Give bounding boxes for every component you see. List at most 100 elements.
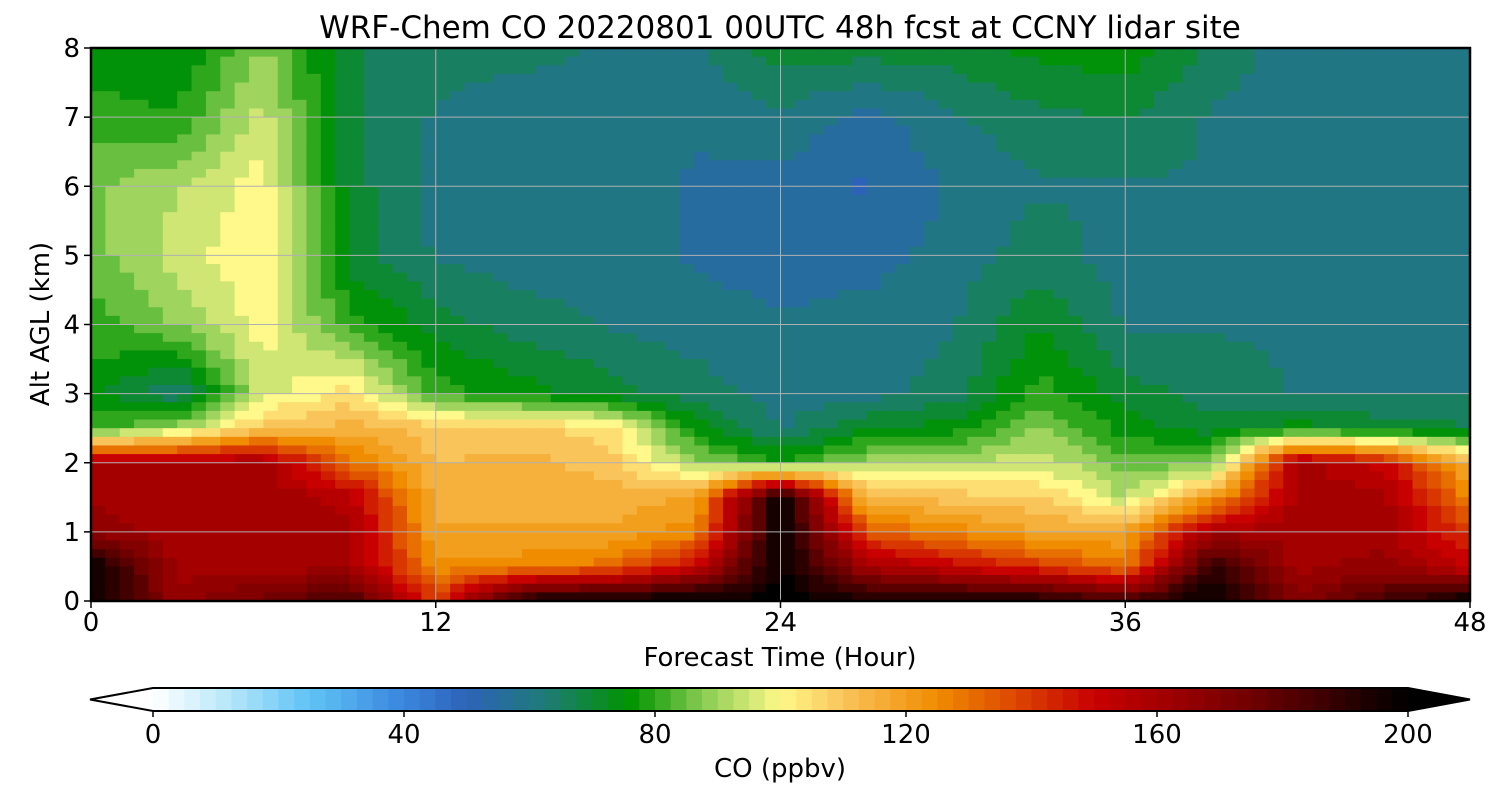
- field-cell: [694, 402, 710, 412]
- field-cell: [1024, 289, 1040, 300]
- field-cell: [1326, 359, 1342, 369]
- field-cell: [1039, 229, 1055, 239]
- field-cell: [1240, 384, 1256, 395]
- field-cell: [636, 246, 652, 256]
- field-cell: [1369, 229, 1385, 239]
- field-cell: [335, 56, 351, 66]
- field-cell: [91, 151, 106, 161]
- field-cell: [1082, 281, 1098, 291]
- field-cell: [277, 125, 293, 136]
- field-cell: [292, 384, 308, 395]
- field-cell: [694, 194, 710, 205]
- field-cell: [450, 315, 466, 326]
- field-cell: [1340, 125, 1356, 136]
- field-cell: [967, 324, 983, 334]
- field-cell: [1211, 117, 1227, 127]
- field-cell: [1326, 73, 1342, 84]
- field-cell: [421, 350, 437, 360]
- field-cell: [967, 367, 983, 377]
- field-cell: [1139, 56, 1155, 66]
- field-cell: [866, 160, 882, 170]
- field-cell: [320, 315, 336, 326]
- field-cell: [1139, 428, 1155, 438]
- field-cell: [1455, 428, 1471, 438]
- field-cell: [565, 333, 580, 343]
- field-cell: [493, 315, 509, 326]
- field-cell: [1110, 462, 1126, 472]
- field-cell: [565, 65, 580, 75]
- field-cell: [823, 384, 839, 395]
- field-cell: [723, 289, 738, 300]
- field-cell: [1096, 177, 1112, 187]
- field-cell: [1211, 428, 1227, 438]
- field-cell: [651, 281, 667, 291]
- field-cell: [1283, 298, 1299, 308]
- field-cell: [1153, 333, 1169, 343]
- field-cell: [794, 48, 810, 58]
- field-cell: [1369, 350, 1385, 360]
- field-cell: [608, 151, 624, 161]
- field-cell: [1283, 246, 1299, 256]
- field-cell: [464, 65, 480, 75]
- field-cell: [392, 255, 408, 265]
- field-cell: [1340, 376, 1356, 386]
- field-cell: [91, 428, 106, 438]
- field-cell: [392, 108, 408, 118]
- field-cell: [1125, 56, 1141, 66]
- field-cell: [363, 367, 379, 377]
- field-cell: [349, 117, 365, 127]
- field-cell: [809, 203, 825, 213]
- field-cell: [679, 298, 695, 308]
- field-cell: [234, 203, 250, 213]
- field-cell: [277, 91, 293, 101]
- field-cell: [1010, 73, 1026, 84]
- field-cell: [134, 428, 150, 438]
- field-cell: [1197, 134, 1213, 144]
- field-cell: [148, 177, 164, 187]
- field-cell: [866, 376, 882, 386]
- field-cell: [1053, 108, 1069, 118]
- field-cell: [924, 186, 940, 196]
- field-cell: [1283, 307, 1299, 317]
- field-cell: [392, 82, 408, 92]
- field-cell: [723, 454, 738, 464]
- field-cell: [1139, 177, 1155, 187]
- field-cell: [134, 384, 150, 395]
- field-cell: [407, 255, 422, 265]
- field-cell: [1398, 212, 1414, 222]
- field-cell: [234, 99, 250, 110]
- field-cell: [450, 359, 466, 369]
- field-cell: [521, 91, 537, 101]
- field-cell: [723, 488, 738, 498]
- field-cell: [809, 384, 825, 395]
- field-cell: [1441, 488, 1457, 498]
- field-cell: [1024, 410, 1040, 421]
- field-cell: [1082, 402, 1098, 412]
- field-cell: [493, 367, 509, 377]
- field-cell: [378, 402, 394, 412]
- field-cell: [220, 229, 236, 239]
- field-cell: [521, 298, 537, 308]
- field-cell: [1024, 428, 1040, 438]
- field-cell: [1067, 367, 1083, 377]
- field-cell: [234, 436, 250, 447]
- field-cell: [421, 359, 437, 369]
- field-cell: [1426, 324, 1442, 334]
- field-cell: [881, 333, 897, 343]
- field-cell: [1168, 65, 1184, 75]
- field-cell: [277, 488, 293, 498]
- field-cell: [1053, 212, 1069, 222]
- field-cell: [536, 134, 552, 144]
- field-cell: [91, 264, 106, 274]
- field-cell: [1355, 471, 1371, 481]
- field-cell: [1355, 255, 1371, 265]
- field-cell: [895, 125, 911, 136]
- field-cell: [895, 143, 911, 153]
- field-cell: [694, 56, 710, 66]
- field-cell: [1168, 359, 1184, 369]
- field-cell: [1139, 454, 1155, 464]
- field-cell: [995, 255, 1011, 265]
- field-cell: [579, 125, 595, 136]
- field-cell: [1441, 203, 1457, 213]
- field-cell: [162, 410, 178, 421]
